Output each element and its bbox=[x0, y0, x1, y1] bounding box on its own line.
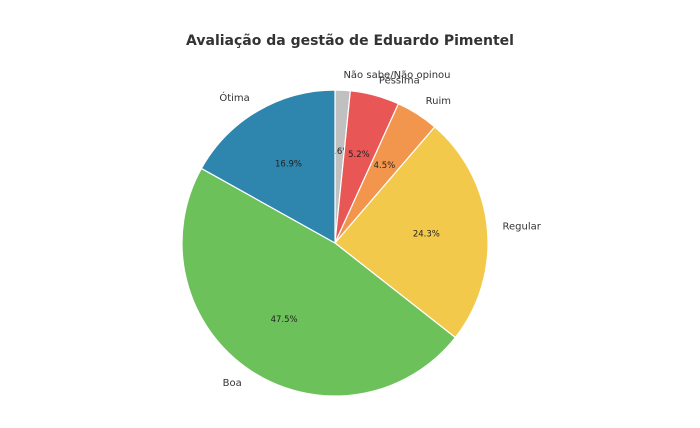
slice-label-pessima: Péssima bbox=[379, 75, 420, 87]
slice-label-ruim: Ruim bbox=[426, 96, 451, 107]
slice-label-otima: Ótima bbox=[219, 91, 249, 104]
slice-label-boa: Boa bbox=[223, 378, 242, 389]
pie-slice-otima bbox=[200, 89, 336, 245]
slice-label-nao-sabe-nao-opinou: Não sabe/Não opinou bbox=[343, 70, 450, 81]
slice-percent-nao-sabe-nao-opinou: 1.6% bbox=[329, 147, 351, 157]
slice-percent-regular: 24.3% bbox=[413, 230, 440, 240]
pie-slice-regular bbox=[334, 126, 489, 339]
slice-percent-boa: 47.5% bbox=[271, 315, 298, 325]
chart-title: Avaliação da gestão de Eduardo Pimentel bbox=[186, 33, 514, 49]
slice-label-regular: Regular bbox=[503, 222, 542, 233]
slice-percent-pessima: 5.2% bbox=[348, 150, 370, 160]
slice-percent-ruim: 4.5% bbox=[374, 161, 396, 171]
slice-percent-otima: 16.9% bbox=[275, 159, 302, 169]
pie-slice-boa bbox=[181, 167, 457, 397]
